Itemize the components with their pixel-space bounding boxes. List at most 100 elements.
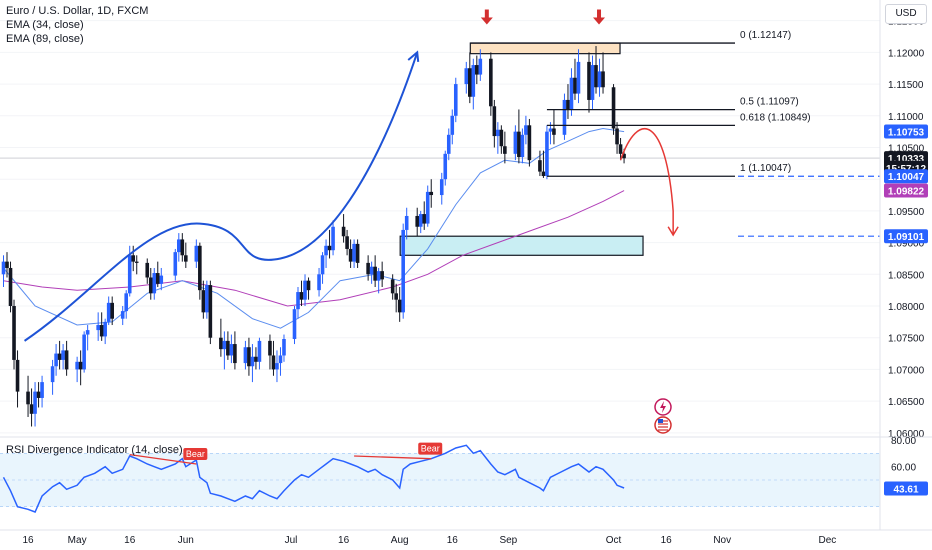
price-grid [0, 20, 880, 434]
bear-candle [36, 382, 41, 408]
candle-body [33, 391, 37, 414]
candle-body [496, 129, 500, 137]
candle-body [390, 279, 395, 294]
bear-candle [566, 84, 570, 119]
bull-candle [282, 334, 286, 362]
candle-body [376, 271, 381, 281]
candle-body [369, 266, 374, 275]
candle-body [57, 353, 62, 360]
candle-body [64, 350, 69, 370]
candle-body [422, 214, 427, 224]
bull-candle [317, 267, 321, 297]
candle-body [541, 171, 546, 177]
bull-candle [576, 49, 581, 104]
currency-button[interactable]: USD [885, 4, 927, 24]
bear-candle [64, 340, 69, 376]
candle-body [26, 391, 30, 405]
time-tick-label: Jul [285, 535, 298, 546]
bear-candle [12, 299, 16, 370]
bear-candle [468, 52, 472, 104]
bull-candle [177, 233, 181, 262]
candle-body [499, 129, 504, 147]
candle-body [415, 215, 420, 227]
bear-candle [201, 280, 206, 319]
bear-candle [26, 375, 30, 417]
bear-candle [306, 277, 311, 300]
candle-body [320, 255, 325, 275]
candle-body [29, 404, 34, 414]
candle-body [324, 245, 328, 256]
candle-body [327, 245, 332, 251]
bear-candle [180, 233, 185, 262]
bear-candle [254, 347, 258, 370]
rsi-panel[interactable]: Bear Bear 80.00 60.00 43.61 [0, 436, 932, 530]
candle-body [254, 356, 258, 362]
candle-body [268, 340, 272, 356]
candle-body [439, 179, 444, 196]
bull-candle [75, 356, 79, 383]
candle-body [159, 275, 164, 284]
time-tick-label: Dec [819, 535, 837, 546]
candle-body [250, 356, 255, 367]
price-label-box [884, 229, 928, 244]
bull-candle [524, 115, 528, 145]
bear-candle [503, 131, 507, 164]
rsi-line [2, 444, 625, 513]
bear-candle [552, 109, 556, 145]
projection-arrow [619, 128, 674, 235]
bear-candle [148, 267, 153, 300]
time-tick-label: Oct [606, 535, 622, 546]
candle-body [36, 391, 41, 398]
candle-body [243, 347, 248, 364]
candle-body [576, 61, 581, 94]
price-label-box [884, 124, 928, 139]
candle-body [597, 71, 602, 88]
projection-arrow-head [667, 226, 679, 237]
ema-fast-legend: EMA (34, close) [6, 19, 84, 31]
bull-candle [569, 68, 574, 116]
bear-candle [492, 99, 497, 148]
bull-candle [292, 306, 297, 345]
price-label-box [884, 169, 928, 184]
candles[interactable] [1, 46, 626, 427]
candle-body [12, 306, 16, 360]
time-tick-label: May [68, 535, 87, 546]
bear-candle [618, 137, 623, 161]
demand-zone [399, 235, 644, 256]
bear-candle [397, 286, 402, 322]
candle-body [513, 131, 518, 154]
price-label-text: 1.09822 [888, 186, 925, 197]
bear-candle [348, 239, 353, 268]
candle-body [296, 292, 300, 310]
candle-body [99, 325, 104, 337]
candle-body [184, 255, 188, 262]
bear-candle [527, 118, 532, 167]
bear-candle [268, 334, 272, 370]
bear-candle [373, 255, 377, 287]
bear-candle [219, 318, 223, 357]
bull-candle [450, 109, 455, 145]
candle-body [468, 68, 472, 97]
bear-candle [355, 239, 360, 268]
rsi-tick-label: 80.00 [891, 436, 916, 447]
candle-body [475, 65, 479, 75]
candle-body [331, 226, 335, 251]
bull-candle [229, 334, 234, 364]
bear-candle [415, 207, 420, 237]
price-label-text: 1.10333 [888, 154, 925, 165]
bull-candle [331, 220, 335, 256]
bear-candle [198, 242, 202, 300]
candle-body [520, 134, 525, 158]
candle-body [303, 280, 307, 300]
candle-body [15, 359, 20, 392]
candle-body [615, 128, 619, 145]
candle-body [278, 355, 283, 364]
time-axis[interactable]: 16 May 16 Jun Jul 16 Aug 16 Sep Oct 16 Nov Dec [0, 529, 932, 546]
candle-body [233, 344, 237, 364]
down-marker-stem [484, 9, 489, 18]
bear-candle [573, 58, 577, 100]
price-tick-label: 1.08000 [888, 302, 925, 313]
bull-candle [296, 286, 300, 319]
candle-body [552, 128, 556, 135]
